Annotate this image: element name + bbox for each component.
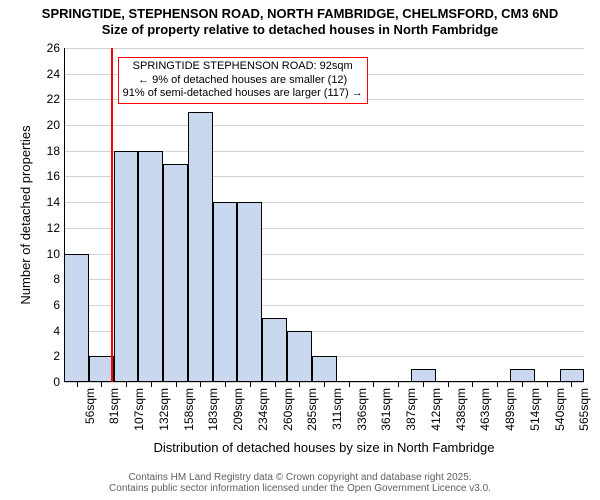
- gridline: [64, 48, 584, 49]
- histogram-bar: [262, 318, 287, 382]
- y-tick-label: 18: [32, 144, 60, 158]
- x-tick-label: 260sqm: [281, 388, 295, 431]
- x-tick-label: 132sqm: [157, 388, 171, 431]
- y-tick-label: 10: [32, 247, 60, 261]
- x-tick-label: 565sqm: [577, 388, 591, 431]
- histogram-bar: [213, 202, 238, 382]
- y-tick-label: 6: [32, 298, 60, 312]
- x-tick-label: 107sqm: [132, 388, 146, 431]
- x-tick-mark: [472, 382, 473, 387]
- x-tick-mark: [398, 382, 399, 387]
- x-tick-mark: [250, 382, 251, 387]
- y-tick-label: 24: [32, 67, 60, 81]
- y-tick-label: 2: [32, 349, 60, 363]
- histogram-bar: [560, 369, 585, 382]
- histogram-bar: [237, 202, 262, 382]
- x-tick-mark: [448, 382, 449, 387]
- histogram-bar: [163, 164, 188, 382]
- x-tick-label: 285sqm: [305, 388, 319, 431]
- x-tick-mark: [522, 382, 523, 387]
- x-tick-label: 158sqm: [182, 388, 196, 431]
- y-tick-label: 22: [32, 92, 60, 106]
- annotation-box: SPRINGTIDE STEPHENSON ROAD: 92sqm← 9% of…: [118, 57, 368, 104]
- y-tick-label: 0: [32, 375, 60, 389]
- histogram-bar: [188, 112, 213, 382]
- x-tick-label: 311sqm: [330, 388, 344, 430]
- x-tick-label: 336sqm: [355, 388, 369, 431]
- x-tick-mark: [571, 382, 572, 387]
- x-tick-label: 514sqm: [528, 388, 542, 431]
- histogram-bar: [510, 369, 535, 382]
- x-tick-label: 56sqm: [83, 388, 97, 424]
- footer-line-1: Contains HM Land Registry data © Crown c…: [0, 472, 600, 483]
- x-tick-label: 387sqm: [404, 388, 418, 431]
- x-tick-label: 438sqm: [454, 388, 468, 431]
- histogram-bar: [287, 331, 312, 382]
- x-tick-mark: [497, 382, 498, 387]
- x-tick-label: 209sqm: [231, 388, 245, 431]
- x-tick-mark: [200, 382, 201, 387]
- gridline: [64, 125, 584, 126]
- annotation-line-1: SPRINGTIDE STEPHENSON ROAD: 92sqm: [123, 60, 363, 74]
- x-axis-label: Distribution of detached houses by size …: [64, 440, 584, 455]
- histogram-bar: [312, 356, 337, 382]
- x-tick-mark: [275, 382, 276, 387]
- x-tick-mark: [423, 382, 424, 387]
- y-tick-label: 4: [32, 324, 60, 338]
- x-tick-mark: [151, 382, 152, 387]
- x-tick-mark: [373, 382, 374, 387]
- y-tick-label: 12: [32, 221, 60, 235]
- reference-line: [111, 48, 113, 382]
- y-tick-label: 14: [32, 195, 60, 209]
- x-tick-mark: [176, 382, 177, 387]
- annotation-line-3: 91% of semi-detached houses are larger (…: [123, 87, 363, 101]
- x-tick-label: 463sqm: [478, 388, 492, 431]
- footer-attribution: Contains HM Land Registry data © Crown c…: [0, 472, 600, 494]
- x-tick-mark: [349, 382, 350, 387]
- x-tick-mark: [324, 382, 325, 387]
- x-tick-mark: [225, 382, 226, 387]
- histogram-bar: [411, 369, 436, 382]
- y-tick-label: 26: [32, 41, 60, 55]
- x-tick-label: 234sqm: [256, 388, 270, 431]
- x-tick-mark: [101, 382, 102, 387]
- y-axis-label: Number of detached properties: [18, 115, 33, 315]
- x-tick-mark: [299, 382, 300, 387]
- x-tick-label: 540sqm: [553, 388, 567, 431]
- histogram-bar: [114, 151, 139, 382]
- y-tick-label: 16: [32, 169, 60, 183]
- x-tick-label: 183sqm: [206, 388, 220, 431]
- x-tick-mark: [547, 382, 548, 387]
- y-tick-label: 20: [32, 118, 60, 132]
- x-tick-mark: [126, 382, 127, 387]
- y-tick-label: 8: [32, 272, 60, 286]
- x-tick-label: 412sqm: [429, 388, 443, 431]
- x-tick-label: 81sqm: [107, 388, 121, 424]
- annotation-line-2: ← 9% of detached houses are smaller (12): [123, 74, 363, 88]
- histogram-bar: [64, 254, 89, 382]
- x-tick-label: 489sqm: [503, 388, 517, 431]
- chart-area: SPRINGTIDE STEPHENSON ROAD: 92sqm← 9% of…: [0, 0, 600, 500]
- histogram-bar: [138, 151, 163, 382]
- footer-line-2: Contains public sector information licen…: [0, 483, 600, 494]
- x-tick-mark: [77, 382, 78, 387]
- plot-region: SPRINGTIDE STEPHENSON ROAD: 92sqm← 9% of…: [64, 48, 584, 382]
- x-tick-label: 361sqm: [379, 388, 393, 431]
